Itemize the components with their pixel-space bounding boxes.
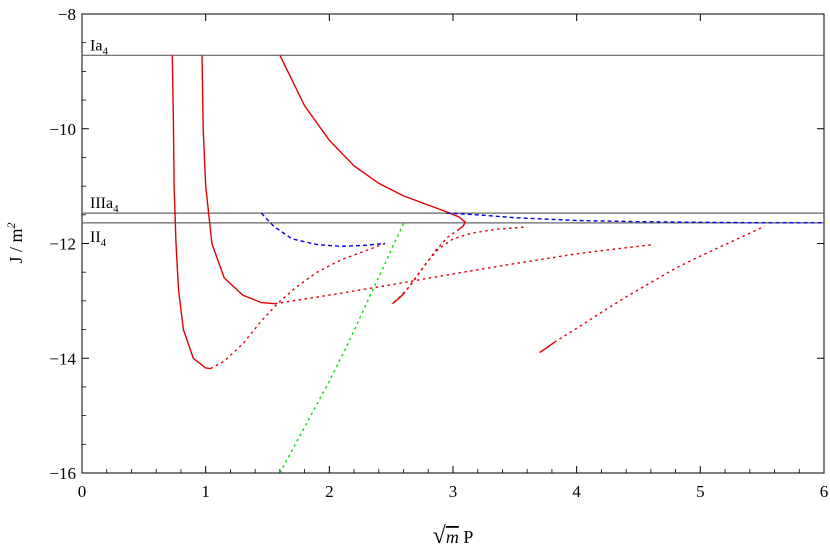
- reference-line-label-base: IIIa: [90, 195, 113, 212]
- x-axis-ticks: 0 1 2 3 4 5 6: [78, 14, 829, 501]
- series-line-blue-dashed: [260, 212, 386, 248]
- series-line-red-solid: [171, 55, 211, 370]
- series-line-green-dotted: [279, 223, 405, 474]
- y-tick-label: −10: [49, 120, 76, 139]
- series-line-red-solid: [279, 54, 467, 230]
- reference-line-label: Ia4: [90, 37, 108, 57]
- x-tick-label: 0: [78, 482, 87, 501]
- series-line-red-dotted: [391, 228, 460, 305]
- reference-line-label-sub: 4: [101, 237, 107, 249]
- y-axis-title-sup: 2: [4, 222, 18, 228]
- series-line-red-dotted: [274, 243, 654, 305]
- y-tick-label: −8: [58, 5, 76, 24]
- series-line-red-dotted: [402, 226, 528, 295]
- x-tick-label: 3: [449, 482, 458, 501]
- reference-line-label-base: II: [90, 229, 101, 246]
- series-line-blue-dashed: [446, 212, 824, 224]
- series-layer: [171, 54, 824, 474]
- x-tick-label: 6: [820, 482, 829, 501]
- y-axis-ticks: −8 −10 −12 −14 −16: [49, 5, 824, 483]
- x-tick-label: 4: [572, 482, 581, 501]
- series-line-red-solid: [201, 55, 275, 305]
- plot-frame: [81, 13, 825, 474]
- y-tick-label: −16: [49, 464, 76, 483]
- series-line-red-solid: [391, 293, 404, 305]
- reference-line-label-sub: 4: [113, 203, 119, 215]
- reference-line-label: IIIa4: [90, 195, 119, 215]
- x-tick-label: 1: [201, 482, 210, 501]
- x-axis-title: √m P: [433, 523, 474, 549]
- y-tick-label: −14: [49, 349, 76, 368]
- y-axis-title: J / m2: [4, 222, 26, 263]
- x-axis-title-suffix: P: [459, 527, 474, 547]
- x-axis-title-root: √: [433, 523, 447, 549]
- series-line-red-solid: [539, 341, 555, 354]
- reference-line-label: II4: [90, 229, 107, 249]
- x-tick-label: 5: [696, 482, 705, 501]
- series-line-red-dotted: [554, 225, 765, 343]
- series-line-red-dotted: [210, 242, 386, 370]
- x-axis-title-var: m: [446, 527, 459, 547]
- x-tick-label: 2: [325, 482, 334, 501]
- reference-line-label-base: Ia: [90, 37, 102, 54]
- reference-line-label-sub: 4: [102, 45, 108, 57]
- y-axis-title-text: J / m: [6, 228, 26, 263]
- y-tick-label: −12: [49, 235, 76, 254]
